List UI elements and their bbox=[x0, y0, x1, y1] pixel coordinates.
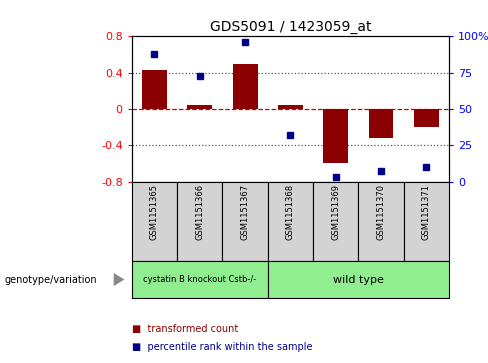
Text: GSM1151370: GSM1151370 bbox=[376, 184, 386, 240]
Bar bbox=[132, 182, 177, 261]
Bar bbox=[233, 64, 258, 109]
Bar bbox=[313, 182, 358, 261]
Text: ■  percentile rank within the sample: ■ percentile rank within the sample bbox=[132, 342, 312, 352]
Bar bbox=[132, 261, 268, 298]
Text: GSM1151368: GSM1151368 bbox=[286, 184, 295, 240]
Text: GSM1151371: GSM1151371 bbox=[422, 184, 431, 240]
Text: cystatin B knockout Cstb-/-: cystatin B knockout Cstb-/- bbox=[143, 275, 256, 284]
Bar bbox=[268, 182, 313, 261]
Title: GDS5091 / 1423059_at: GDS5091 / 1423059_at bbox=[210, 20, 371, 34]
Text: GSM1151366: GSM1151366 bbox=[195, 184, 204, 240]
Bar bbox=[268, 261, 449, 298]
Bar bbox=[278, 105, 303, 109]
Bar bbox=[368, 109, 393, 138]
Bar bbox=[187, 105, 212, 109]
Bar bbox=[414, 109, 439, 127]
Text: GSM1151365: GSM1151365 bbox=[150, 184, 159, 240]
Bar bbox=[323, 109, 348, 163]
Bar bbox=[142, 70, 167, 109]
Text: GSM1151369: GSM1151369 bbox=[331, 184, 340, 240]
Text: genotype/variation: genotype/variation bbox=[5, 274, 98, 285]
Bar bbox=[404, 182, 449, 261]
Bar bbox=[358, 182, 404, 261]
Text: wild type: wild type bbox=[333, 274, 384, 285]
Bar bbox=[223, 182, 268, 261]
Text: ■  transformed count: ■ transformed count bbox=[132, 323, 238, 334]
Polygon shape bbox=[114, 273, 124, 286]
Bar bbox=[177, 182, 223, 261]
Text: GSM1151367: GSM1151367 bbox=[241, 184, 249, 240]
